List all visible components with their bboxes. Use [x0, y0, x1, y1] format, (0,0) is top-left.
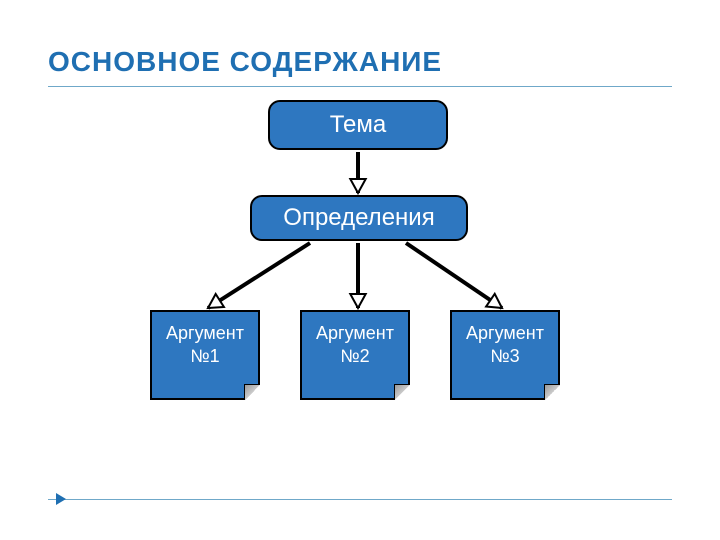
node-a1: Аргумент №1 — [150, 310, 260, 400]
pagefold-icon — [544, 384, 560, 400]
node-n1: Тема — [268, 100, 448, 150]
node-a3: Аргумент №3 — [450, 310, 560, 400]
node-n2: Определения — [250, 195, 468, 241]
diagram-container: Тема Определения Аргумент №1 Аргумент №2 Арг… — [0, 95, 720, 475]
pagefold-icon — [394, 384, 410, 400]
slide-marker-icon — [56, 493, 66, 505]
node-a2: Аргумент №2 — [300, 310, 410, 400]
title-underline — [48, 86, 672, 87]
pagefold-icon — [244, 384, 260, 400]
diagram-connectors — [0, 95, 720, 475]
page-title: ОСНОВНОЕ СОДЕРЖАНИЕ — [48, 46, 442, 78]
bottom-rule — [48, 499, 672, 500]
